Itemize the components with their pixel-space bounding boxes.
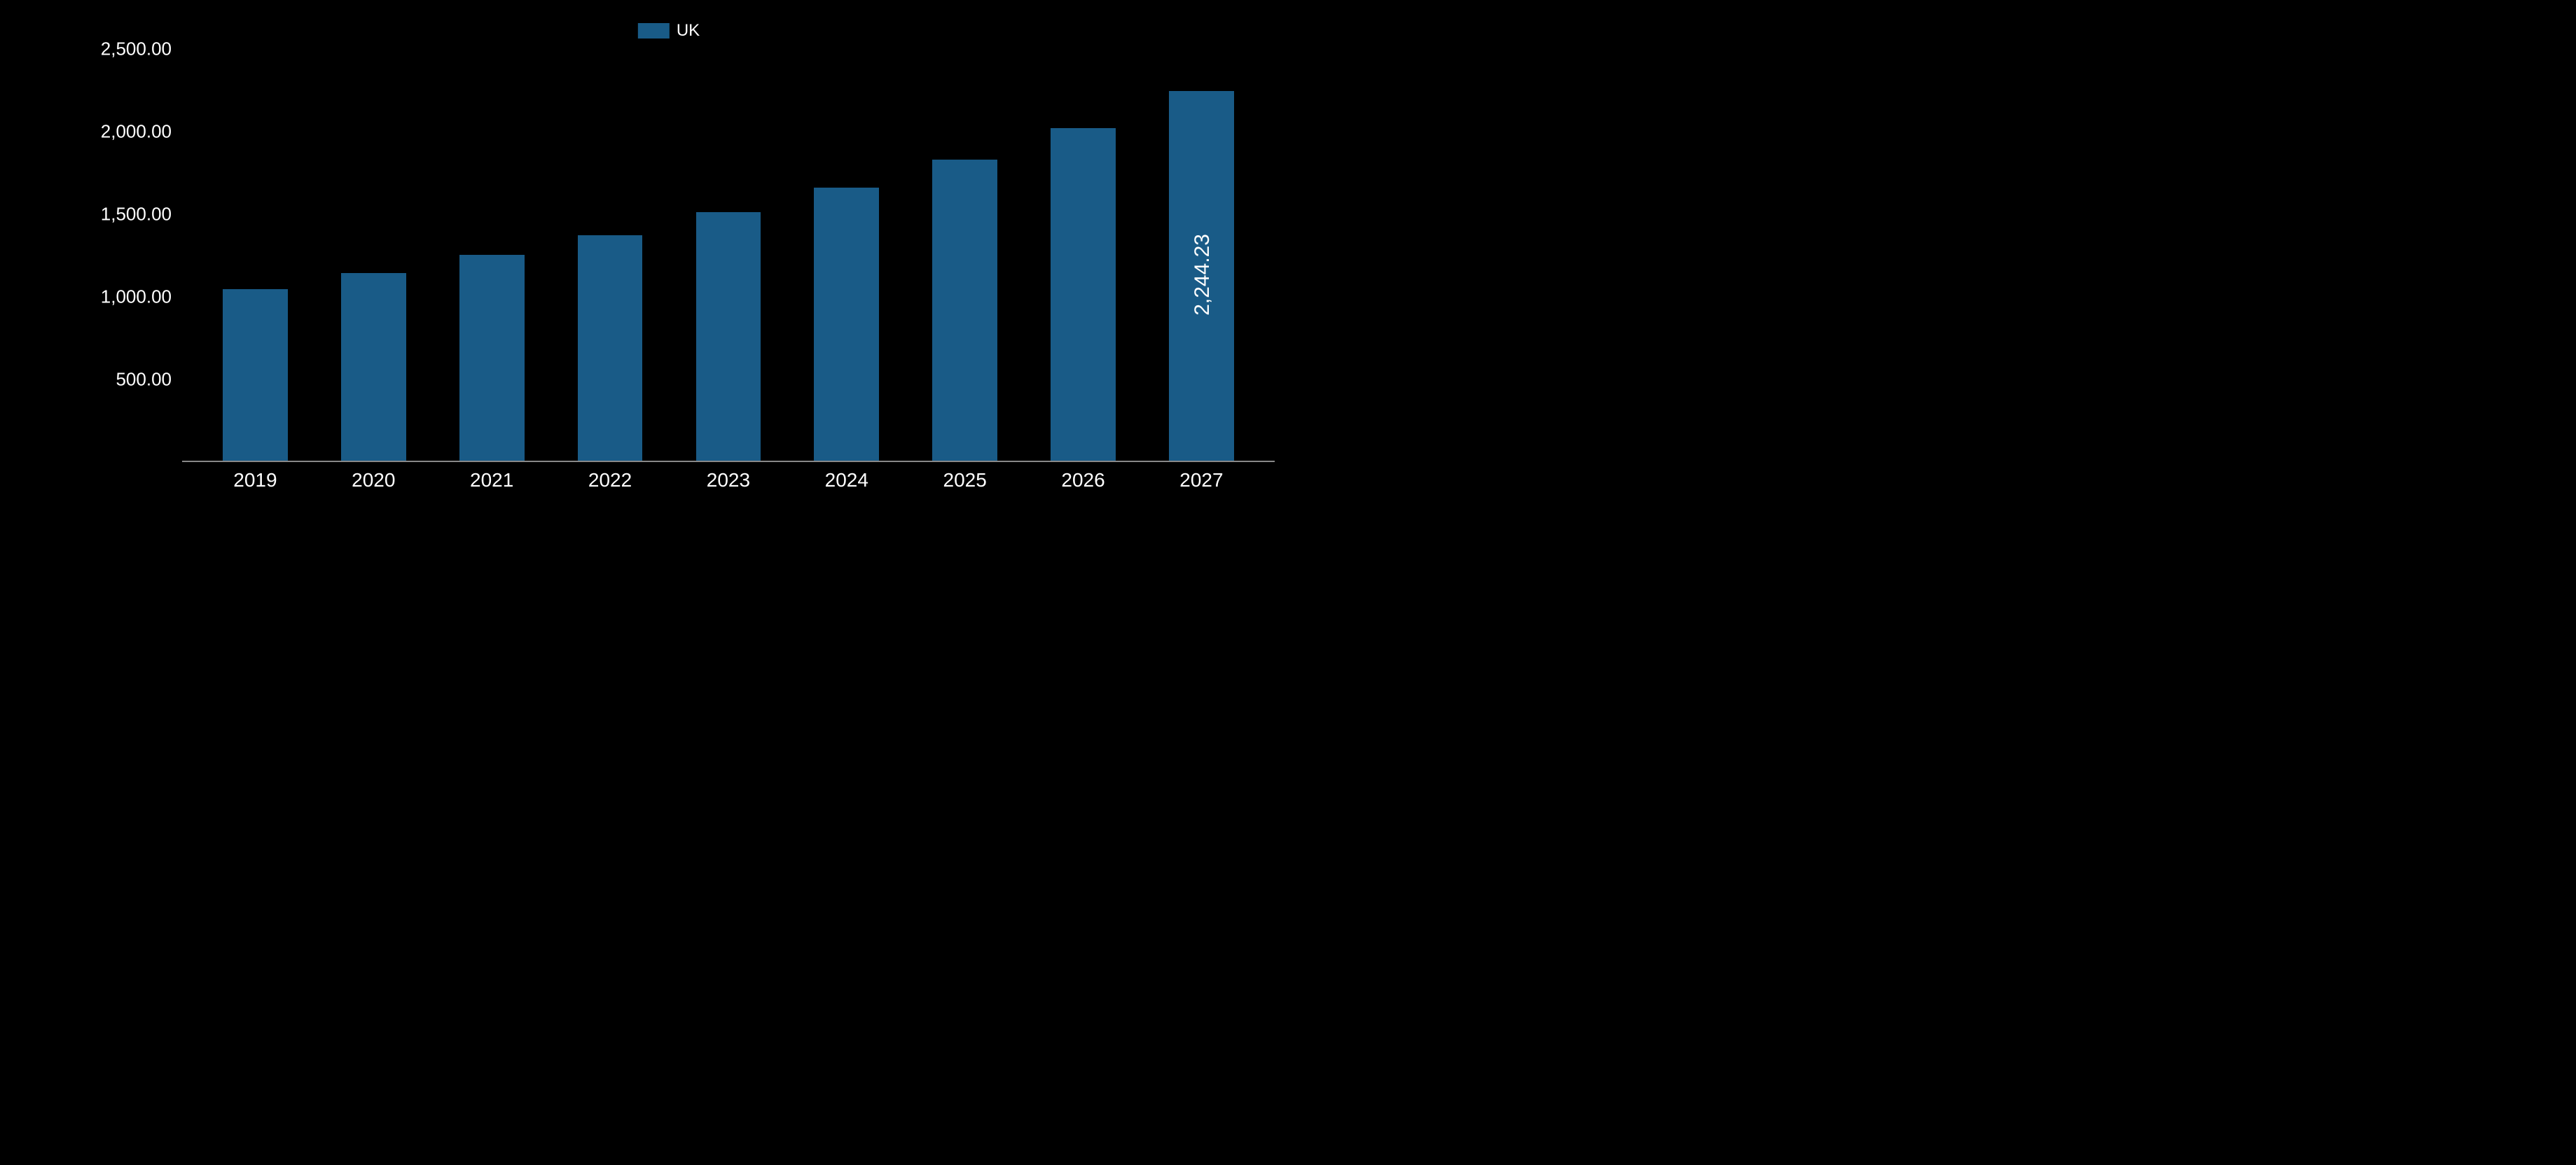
x-tick-label: 2022 bbox=[551, 469, 670, 491]
bar bbox=[223, 289, 288, 461]
bar-value-label: 2,244.23 bbox=[1191, 234, 1214, 316]
bars-group: 2,244.23 bbox=[182, 49, 1275, 461]
y-tick-label: 500.00 bbox=[116, 369, 172, 391]
bar bbox=[459, 255, 525, 461]
legend-swatch bbox=[638, 23, 670, 39]
bar-chart: UK 2,244.23 500.00 1,000.00 1,500.00 2,000.… bbox=[91, 21, 1247, 511]
bar-slot bbox=[787, 49, 906, 461]
bar-slot bbox=[433, 49, 551, 461]
bar-slot bbox=[314, 49, 433, 461]
x-tick-label: 2024 bbox=[787, 469, 906, 491]
y-tick-label: 1,000.00 bbox=[101, 286, 172, 308]
y-tick-label: 2,500.00 bbox=[101, 39, 172, 60]
x-axis-labels: 201920202021202220232024202520262027 bbox=[182, 469, 1275, 491]
bar bbox=[932, 160, 997, 461]
bar: 2,244.23 bbox=[1169, 91, 1234, 461]
x-tick-label: 2027 bbox=[1142, 469, 1261, 491]
bar-slot bbox=[551, 49, 670, 461]
bar bbox=[578, 235, 643, 461]
bar-slot: 2,244.23 bbox=[1142, 49, 1261, 461]
chart-legend: UK bbox=[638, 21, 700, 41]
x-tick-label: 2023 bbox=[670, 469, 788, 491]
y-tick-label: 2,000.00 bbox=[101, 121, 172, 143]
bar-slot bbox=[196, 49, 314, 461]
x-tick-label: 2021 bbox=[433, 469, 551, 491]
bar bbox=[814, 188, 879, 461]
x-tick-label: 2025 bbox=[906, 469, 1024, 491]
x-tick-label: 2020 bbox=[314, 469, 433, 491]
x-tick-label: 2026 bbox=[1024, 469, 1142, 491]
plot-area: 2,244.23 500.001,000.001,500.002,000.002… bbox=[182, 49, 1275, 462]
bar bbox=[341, 273, 406, 461]
bar-slot bbox=[1024, 49, 1142, 461]
bar bbox=[1051, 128, 1116, 461]
y-tick-label: 1,500.00 bbox=[101, 204, 172, 225]
bar-slot bbox=[906, 49, 1024, 461]
bar-slot bbox=[670, 49, 788, 461]
legend-label: UK bbox=[677, 21, 700, 41]
x-tick-label: 2019 bbox=[196, 469, 314, 491]
bar bbox=[696, 212, 761, 461]
